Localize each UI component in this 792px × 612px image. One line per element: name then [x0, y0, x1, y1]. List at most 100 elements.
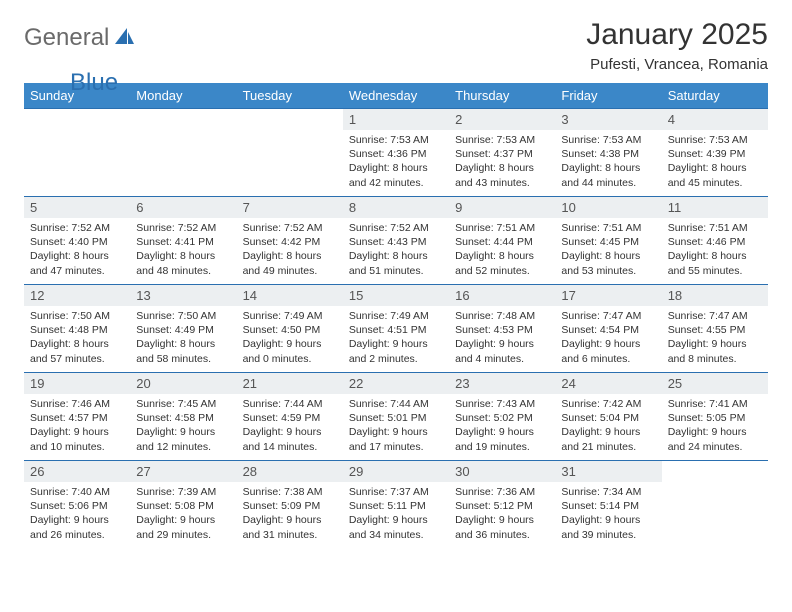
day-number: 14	[237, 285, 343, 306]
day-info: Sunrise: 7:52 AMSunset: 4:43 PMDaylight:…	[343, 218, 449, 282]
day-number: 4	[662, 109, 768, 130]
day-info: Sunrise: 7:53 AMSunset: 4:36 PMDaylight:…	[343, 130, 449, 194]
day-number: 1	[343, 109, 449, 130]
calendar-day-cell: 12Sunrise: 7:50 AMSunset: 4:48 PMDayligh…	[24, 285, 130, 373]
day-info: Sunrise: 7:34 AMSunset: 5:14 PMDaylight:…	[555, 482, 661, 546]
calendar-day-cell: 7Sunrise: 7:52 AMSunset: 4:42 PMDaylight…	[237, 197, 343, 285]
calendar-week-row: 12Sunrise: 7:50 AMSunset: 4:48 PMDayligh…	[24, 285, 768, 373]
day-number: 3	[555, 109, 661, 130]
day-number: 6	[130, 197, 236, 218]
day-number: 31	[555, 461, 661, 482]
calendar-day-cell: 28Sunrise: 7:38 AMSunset: 5:09 PMDayligh…	[237, 461, 343, 549]
calendar-day-cell: 24Sunrise: 7:42 AMSunset: 5:04 PMDayligh…	[555, 373, 661, 461]
calendar-week-row: 5Sunrise: 7:52 AMSunset: 4:40 PMDaylight…	[24, 197, 768, 285]
weekday-header: Friday	[555, 83, 661, 109]
weekday-header-row: SundayMondayTuesdayWednesdayThursdayFrid…	[24, 83, 768, 109]
day-info: Sunrise: 7:43 AMSunset: 5:02 PMDaylight:…	[449, 394, 555, 458]
day-number: 5	[24, 197, 130, 218]
brand-logo: General	[24, 18, 137, 52]
day-info: Sunrise: 7:36 AMSunset: 5:12 PMDaylight:…	[449, 482, 555, 546]
day-number: 10	[555, 197, 661, 218]
day-info: Sunrise: 7:50 AMSunset: 4:49 PMDaylight:…	[130, 306, 236, 370]
title-block: January 2025 Pufesti, Vrancea, Romania	[586, 18, 768, 73]
calendar-day-cell: 6Sunrise: 7:52 AMSunset: 4:41 PMDaylight…	[130, 197, 236, 285]
day-number: 28	[237, 461, 343, 482]
calendar-day-cell: 31Sunrise: 7:34 AMSunset: 5:14 PMDayligh…	[555, 461, 661, 549]
day-number: 24	[555, 373, 661, 394]
day-info: Sunrise: 7:44 AMSunset: 5:01 PMDaylight:…	[343, 394, 449, 458]
day-number: 13	[130, 285, 236, 306]
day-number: 7	[237, 197, 343, 218]
calendar-day-cell: 9Sunrise: 7:51 AMSunset: 4:44 PMDaylight…	[449, 197, 555, 285]
day-number: 12	[24, 285, 130, 306]
calendar-day-cell: 15Sunrise: 7:49 AMSunset: 4:51 PMDayligh…	[343, 285, 449, 373]
weekday-header: Tuesday	[237, 83, 343, 109]
header: General January 2025 Pufesti, Vrancea, R…	[24, 18, 768, 73]
day-info: Sunrise: 7:52 AMSunset: 4:40 PMDaylight:…	[24, 218, 130, 282]
calendar-table: SundayMondayTuesdayWednesdayThursdayFrid…	[24, 83, 768, 549]
brand-text-blue: Blue	[70, 69, 118, 97]
calendar-day-cell: 16Sunrise: 7:48 AMSunset: 4:53 PMDayligh…	[449, 285, 555, 373]
weekday-header: Saturday	[662, 83, 768, 109]
brand-text-general: General	[24, 24, 109, 52]
day-info: Sunrise: 7:49 AMSunset: 4:51 PMDaylight:…	[343, 306, 449, 370]
day-info: Sunrise: 7:53 AMSunset: 4:39 PMDaylight:…	[662, 130, 768, 194]
calendar-day-cell: 20Sunrise: 7:45 AMSunset: 4:58 PMDayligh…	[130, 373, 236, 461]
calendar-day-cell: 19Sunrise: 7:46 AMSunset: 4:57 PMDayligh…	[24, 373, 130, 461]
calendar-week-row: 1Sunrise: 7:53 AMSunset: 4:36 PMDaylight…	[24, 109, 768, 197]
month-title: January 2025	[586, 18, 768, 52]
day-info: Sunrise: 7:45 AMSunset: 4:58 PMDaylight:…	[130, 394, 236, 458]
day-info: Sunrise: 7:46 AMSunset: 4:57 PMDaylight:…	[24, 394, 130, 458]
calendar-day-cell: 21Sunrise: 7:44 AMSunset: 4:59 PMDayligh…	[237, 373, 343, 461]
day-number: 22	[343, 373, 449, 394]
calendar-day-cell: 13Sunrise: 7:50 AMSunset: 4:49 PMDayligh…	[130, 285, 236, 373]
weekday-header: Wednesday	[343, 83, 449, 109]
calendar-day-cell: 23Sunrise: 7:43 AMSunset: 5:02 PMDayligh…	[449, 373, 555, 461]
day-info: Sunrise: 7:48 AMSunset: 4:53 PMDaylight:…	[449, 306, 555, 370]
calendar-day-cell: 29Sunrise: 7:37 AMSunset: 5:11 PMDayligh…	[343, 461, 449, 549]
day-number: 29	[343, 461, 449, 482]
day-info: Sunrise: 7:47 AMSunset: 4:54 PMDaylight:…	[555, 306, 661, 370]
day-info: Sunrise: 7:53 AMSunset: 4:38 PMDaylight:…	[555, 130, 661, 194]
day-info: Sunrise: 7:38 AMSunset: 5:09 PMDaylight:…	[237, 482, 343, 546]
day-info: Sunrise: 7:44 AMSunset: 4:59 PMDaylight:…	[237, 394, 343, 458]
day-info: Sunrise: 7:47 AMSunset: 4:55 PMDaylight:…	[662, 306, 768, 370]
day-number: 18	[662, 285, 768, 306]
calendar-week-row: 26Sunrise: 7:40 AMSunset: 5:06 PMDayligh…	[24, 461, 768, 549]
day-number: 2	[449, 109, 555, 130]
day-number: 21	[237, 373, 343, 394]
calendar-empty-cell	[237, 109, 343, 197]
weekday-header: Monday	[130, 83, 236, 109]
calendar-day-cell: 18Sunrise: 7:47 AMSunset: 4:55 PMDayligh…	[662, 285, 768, 373]
day-info: Sunrise: 7:40 AMSunset: 5:06 PMDaylight:…	[24, 482, 130, 546]
calendar-day-cell: 30Sunrise: 7:36 AMSunset: 5:12 PMDayligh…	[449, 461, 555, 549]
calendar-day-cell: 8Sunrise: 7:52 AMSunset: 4:43 PMDaylight…	[343, 197, 449, 285]
day-info: Sunrise: 7:37 AMSunset: 5:11 PMDaylight:…	[343, 482, 449, 546]
day-number: 19	[24, 373, 130, 394]
day-info: Sunrise: 7:49 AMSunset: 4:50 PMDaylight:…	[237, 306, 343, 370]
calendar-empty-cell	[662, 461, 768, 549]
calendar-day-cell: 3Sunrise: 7:53 AMSunset: 4:38 PMDaylight…	[555, 109, 661, 197]
day-number: 26	[24, 461, 130, 482]
calendar-day-cell: 17Sunrise: 7:47 AMSunset: 4:54 PMDayligh…	[555, 285, 661, 373]
weekday-header: Thursday	[449, 83, 555, 109]
day-info: Sunrise: 7:42 AMSunset: 5:04 PMDaylight:…	[555, 394, 661, 458]
calendar-day-cell: 27Sunrise: 7:39 AMSunset: 5:08 PMDayligh…	[130, 461, 236, 549]
calendar-day-cell: 26Sunrise: 7:40 AMSunset: 5:06 PMDayligh…	[24, 461, 130, 549]
calendar-day-cell: 22Sunrise: 7:44 AMSunset: 5:01 PMDayligh…	[343, 373, 449, 461]
calendar-week-row: 19Sunrise: 7:46 AMSunset: 4:57 PMDayligh…	[24, 373, 768, 461]
day-number: 27	[130, 461, 236, 482]
calendar-day-cell: 1Sunrise: 7:53 AMSunset: 4:36 PMDaylight…	[343, 109, 449, 197]
brand-sail-icon	[113, 26, 135, 51]
day-info: Sunrise: 7:51 AMSunset: 4:44 PMDaylight:…	[449, 218, 555, 282]
calendar-day-cell: 25Sunrise: 7:41 AMSunset: 5:05 PMDayligh…	[662, 373, 768, 461]
day-number: 17	[555, 285, 661, 306]
day-info: Sunrise: 7:39 AMSunset: 5:08 PMDaylight:…	[130, 482, 236, 546]
day-info: Sunrise: 7:52 AMSunset: 4:41 PMDaylight:…	[130, 218, 236, 282]
calendar-empty-cell	[24, 109, 130, 197]
calendar-day-cell: 2Sunrise: 7:53 AMSunset: 4:37 PMDaylight…	[449, 109, 555, 197]
day-number: 9	[449, 197, 555, 218]
day-number: 20	[130, 373, 236, 394]
day-number: 16	[449, 285, 555, 306]
calendar-day-cell: 4Sunrise: 7:53 AMSunset: 4:39 PMDaylight…	[662, 109, 768, 197]
